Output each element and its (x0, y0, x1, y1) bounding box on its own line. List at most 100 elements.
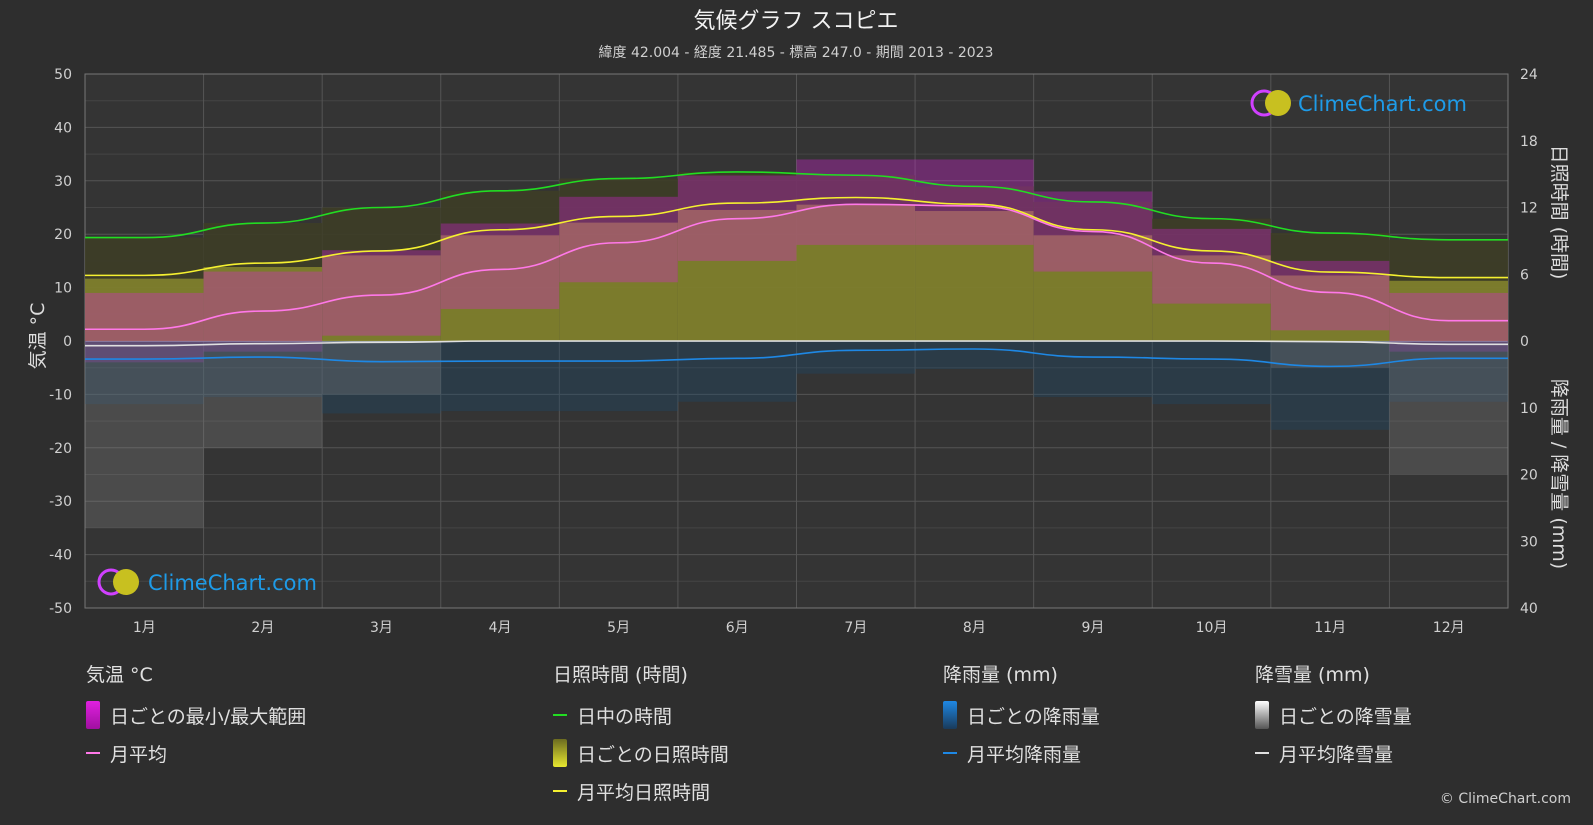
sunshine-bar (203, 267, 323, 341)
temp-avg-line (85, 203, 1508, 331)
legend-temp-avg: 月平均 (86, 734, 306, 772)
right-top-tick-label: 6 (1520, 267, 1529, 283)
left-tick-label: 50 (54, 67, 72, 83)
legend-snow-daily-label: 日ごとの降雪量 (1279, 705, 1412, 728)
legend-rain-avg: 月平均降雨量 (943, 734, 1100, 772)
legend-temp-avg-label: 月平均 (110, 743, 168, 766)
right-bottom-tick-label: 10 (1520, 401, 1538, 417)
rain-bar (559, 341, 678, 412)
left-tick-label: 10 (54, 281, 72, 297)
tick-labels: 50 40 30 20 10 0 -10 -20 -30 -40 -50 24 18 12 6 0 10 20 30… (49, 67, 1538, 636)
month-tick-label: 5月 (607, 620, 630, 636)
swatch-sunshine-avg (553, 790, 567, 792)
daylight-band (677, 171, 797, 341)
temp-range-band (322, 250, 441, 336)
swatch-temp-avg (86, 752, 100, 754)
legend-snow-daily: 日ごとの降雪量 (1255, 696, 1412, 734)
right-bottom-axis-label: 降雨量 / 降雪量 (mm) (1548, 379, 1570, 569)
sunshine-bar (677, 209, 797, 341)
swatch-temp-range (86, 701, 100, 729)
swatch-sunshine (553, 739, 567, 767)
sunshine-bar (915, 211, 1034, 341)
daylight-line (85, 171, 1508, 241)
watermark-text: ClimeChart.com (1298, 92, 1467, 116)
left-tick-label: -40 (49, 548, 72, 564)
series-lines (84, 171, 1508, 368)
legend-rain-avg-label: 月平均降雨量 (967, 743, 1082, 766)
legend-snow-avg: 月平均降雪量 (1255, 734, 1412, 772)
swatch-daylight (553, 714, 567, 716)
right-bottom-tick-label: 20 (1520, 468, 1538, 484)
daylight-band (796, 175, 916, 341)
legend-temp-title: 気温 °C (86, 664, 153, 686)
legend: 気温 °C 日ごとの最小/最大範囲 月平均 日照時間 (時間) 日中の時間 日ご… (0, 660, 1593, 820)
legend-sun-title: 日照時間 (時間) (553, 664, 688, 686)
legend-sun-avg: 月平均日照時間 (553, 772, 729, 810)
daylight-band (203, 223, 323, 341)
sunshine-avg-line (84, 196, 1508, 279)
sunshine-bar (440, 235, 560, 341)
daily-bands (85, 159, 1508, 528)
month-tick-label: 8月 (963, 620, 986, 636)
legend-sunshine: 日照時間 (時間) 日中の時間 日ごとの日照時間 月平均日照時間 (553, 660, 729, 810)
legend-temperature: 気温 °C 日ごとの最小/最大範囲 月平均 (86, 660, 306, 772)
rain-bar (796, 341, 916, 374)
copyright: © ClimeChart.com (1439, 791, 1571, 807)
watermark-bottom: ClimeChart.com (97, 568, 317, 596)
legend-rain-daily: 日ごとの降雨量 (943, 696, 1100, 734)
swatch-rain (943, 701, 957, 729)
temp-range-band (85, 292, 204, 363)
rain-bar (203, 341, 323, 398)
daylight-band (85, 237, 204, 341)
month-tick-label: 11月 (1314, 620, 1346, 636)
temp-range-band (1152, 228, 1271, 304)
left-axis-label: 気温 °C (27, 303, 49, 370)
legend-rain: 降雨量 (mm) 日ごとの降雨量 月平均降雨量 (943, 660, 1100, 772)
temp-range-band (1389, 292, 1508, 352)
logo-sun-icon (113, 569, 139, 595)
snow-bar (1389, 341, 1508, 475)
rain-bar (1389, 341, 1508, 402)
daylight-band (1389, 239, 1508, 341)
legend-temp-range-label: 日ごとの最小/最大範囲 (110, 705, 307, 728)
legend-sun-daylight: 日中の時間 (553, 696, 729, 734)
left-tick-label: -10 (49, 387, 72, 403)
rain-bar (915, 341, 1034, 370)
legend-sun-daily-label: 日ごとの日照時間 (577, 743, 729, 766)
temp-range-band (559, 196, 678, 283)
swatch-snow (1255, 701, 1269, 729)
right-top-tick-label: 0 (1520, 334, 1529, 350)
swatch-rain-avg (943, 752, 957, 754)
month-tick-label: 9月 (1081, 620, 1104, 636)
legend-sun-daily: 日ごとの日照時間 (553, 734, 729, 772)
month-tick-label: 10月 (1196, 620, 1228, 636)
right-bottom-tick-label: 30 (1520, 534, 1538, 550)
legend-rain-title: 降雨量 (mm) (943, 664, 1058, 686)
left-tick-label: -20 (49, 441, 72, 457)
daylight-band (322, 207, 441, 341)
snow-avg-line (85, 340, 1508, 347)
right-top-tick-label: 24 (1520, 67, 1538, 83)
month-tick-label: 3月 (370, 620, 393, 636)
month-tick-label: 7月 (844, 620, 867, 636)
rain-bar (322, 341, 441, 414)
legend-sun-daylight-label: 日中の時間 (577, 705, 673, 728)
month-tick-label: 2月 (251, 620, 274, 636)
month-tick-label: 6月 (726, 620, 749, 636)
legend-snow: 降雪量 (mm) 日ごとの降雪量 月平均降雪量 (1255, 660, 1412, 772)
daylight-band (915, 186, 1034, 341)
legend-rain-daily-label: 日ごとの降雨量 (967, 705, 1100, 728)
temp-range-band (796, 159, 916, 245)
left-tick-label: 30 (54, 174, 72, 190)
legend-temp-range: 日ごとの最小/最大範囲 (86, 696, 306, 734)
daylight-band (1152, 218, 1271, 341)
right-top-tick-label: 12 (1520, 201, 1538, 217)
watermark-text: ClimeChart.com (148, 571, 317, 595)
left-tick-label: 0 (63, 334, 72, 350)
sunshine-bar (85, 278, 204, 341)
right-bottom-tick-label: 40 (1520, 601, 1538, 617)
rain-bar (85, 341, 204, 405)
left-tick-label: 20 (54, 227, 72, 243)
chart-title: 気候グラフ スコピエ (694, 9, 899, 34)
